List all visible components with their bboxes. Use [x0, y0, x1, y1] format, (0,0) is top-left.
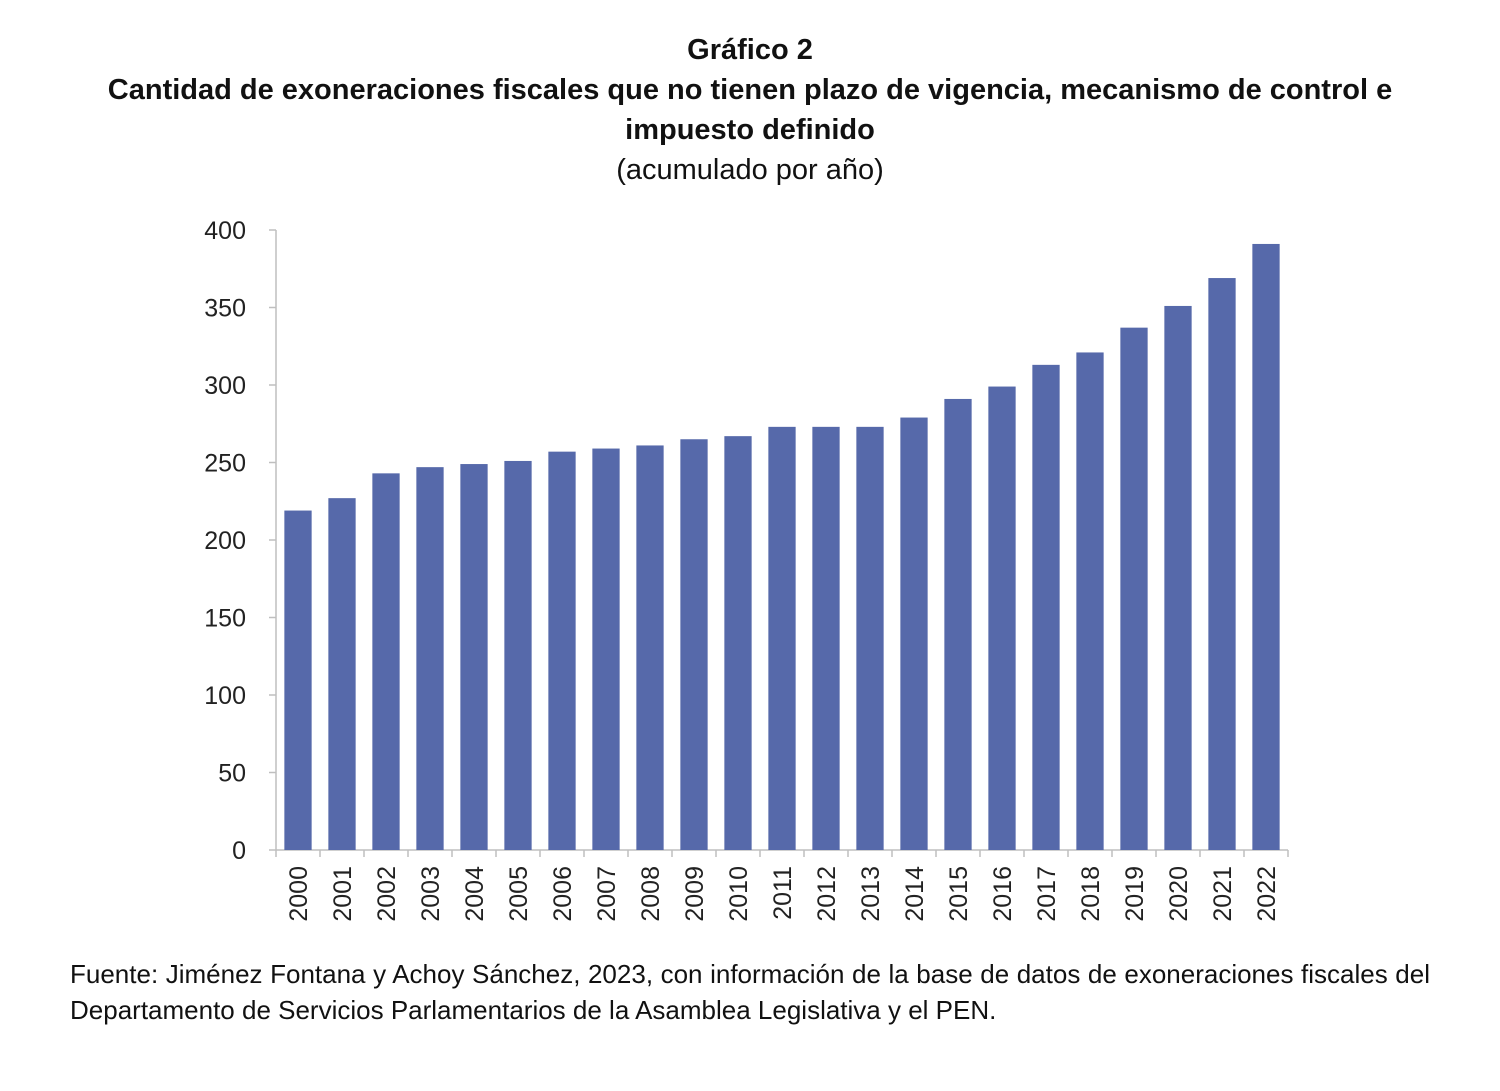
x-tick-label: 2011 [769, 866, 797, 920]
bar [856, 426, 884, 850]
x-tick-label: 2004 [461, 866, 489, 922]
bar [504, 460, 532, 850]
bar [416, 467, 444, 850]
y-tick-label: 0 [232, 837, 246, 865]
x-tick-label: 2013 [857, 866, 885, 922]
bar [1076, 352, 1104, 850]
bar [680, 439, 708, 850]
x-tick-label: 2017 [1033, 866, 1061, 922]
y-tick-label: 350 [204, 295, 246, 323]
bar [768, 426, 796, 850]
x-tick-label: 2021 [1209, 866, 1237, 922]
bar [1120, 327, 1148, 850]
bar [636, 445, 664, 850]
x-tick-label: 2008 [637, 866, 665, 922]
bar-chart: 0 50 100 150 200 250 300 350 400 2000 2001 2002 2003… [204, 217, 1289, 922]
bar [1164, 305, 1192, 850]
x-tick-label: 2010 [725, 866, 753, 922]
x-tick-label: 2001 [329, 866, 357, 922]
bar [812, 426, 840, 850]
x-tick-label: 2022 [1253, 866, 1281, 922]
y-tick-label: 100 [204, 682, 246, 710]
bar [1208, 278, 1236, 850]
x-tick-label: 2012 [813, 866, 841, 922]
bar [592, 448, 620, 850]
bar [944, 398, 972, 850]
bar [372, 473, 400, 850]
bar [900, 417, 928, 850]
source-note: Fuente: Jiménez Fontana y Achoy Sánchez,… [70, 959, 1430, 1025]
bar [724, 436, 752, 850]
x-tick-label: 2005 [505, 866, 533, 922]
x-tick-label: 2018 [1077, 866, 1105, 922]
bar [1032, 364, 1060, 850]
y-tick-label: 150 [204, 605, 246, 633]
bar [328, 498, 356, 850]
x-tick-label: 2016 [989, 866, 1017, 922]
x-tick-label: 2006 [549, 866, 577, 922]
x-tick-label: 2007 [593, 866, 621, 922]
x-tick-label: 2009 [681, 866, 709, 922]
figure-label: Gráfico 2 [687, 34, 813, 66]
bar [988, 386, 1016, 850]
bar [284, 510, 312, 850]
x-tick-label: 2003 [417, 866, 445, 922]
y-tick-label: 300 [204, 372, 246, 400]
chart-subtitle: (acumulado por año) [616, 154, 884, 186]
x-tick-label: 2000 [285, 866, 313, 922]
chart-header: Gráfico 2 Cantidad de exoneraciones fisc… [0, 30, 1500, 190]
bar [1252, 243, 1280, 850]
x-tick-label: 2014 [901, 866, 929, 922]
x-tick-label: 2019 [1121, 866, 1149, 922]
x-tick-label: 2002 [373, 866, 401, 922]
chart-title: Cantidad de exoneraciones fiscales que n… [107, 74, 1393, 146]
bar [548, 451, 576, 850]
y-tick-label: 50 [218, 760, 246, 788]
x-tick-label: 2015 [945, 866, 973, 922]
y-tick-label: 400 [204, 217, 246, 245]
y-tick-label: 250 [204, 450, 246, 478]
x-tick-label: 2020 [1165, 866, 1193, 922]
bar [460, 464, 488, 850]
y-tick-label: 200 [204, 527, 246, 555]
